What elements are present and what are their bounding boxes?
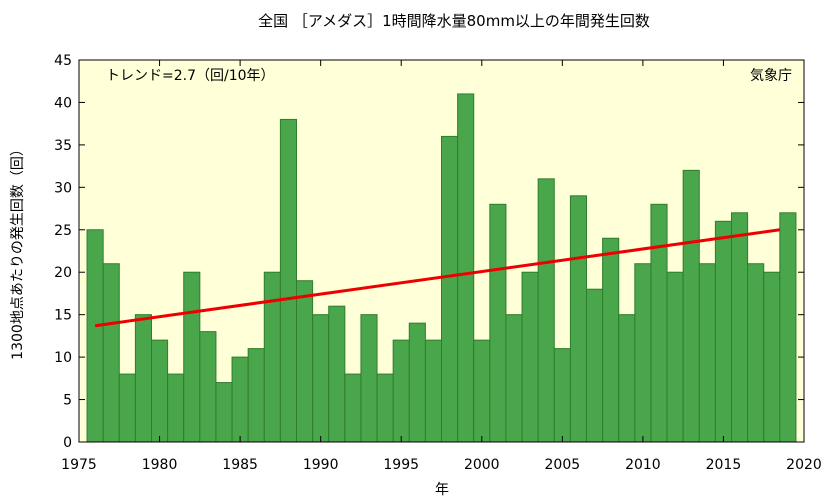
- y-tick-label: 15: [54, 308, 72, 324]
- y-tick-label: 40: [54, 95, 72, 111]
- bar-2004: [537, 178, 555, 443]
- x-tick-label: 1975: [61, 457, 97, 473]
- x-tick-label: 1990: [303, 457, 339, 473]
- bar-1990: [312, 314, 330, 443]
- bar-2012: [666, 271, 684, 443]
- bar-1981: [167, 373, 185, 443]
- bar-1977: [102, 263, 120, 443]
- bar-1983: [199, 331, 217, 443]
- y-axis: 0 5 10 15 20 25 30 35 40 45: [54, 53, 804, 451]
- chart-title: 全国 ［アメダス］1時間降水量80mm以上の年間発生回数: [258, 12, 650, 30]
- x-tick-label: 2015: [706, 457, 742, 473]
- bar-1992: [344, 373, 362, 443]
- bar-2003: [521, 271, 539, 443]
- x-tick-label: 2010: [625, 457, 661, 473]
- bar-2019: [779, 212, 797, 443]
- bar-1978: [118, 373, 136, 443]
- bar-1994: [376, 373, 394, 443]
- y-tick-label: 45: [54, 53, 72, 69]
- y-tick-label: 5: [63, 393, 72, 409]
- x-tick-label: 2020: [786, 457, 822, 473]
- x-axis-title: 年: [435, 482, 449, 498]
- y-tick-label: 25: [54, 223, 72, 239]
- bars: [86, 93, 797, 443]
- bar-2005: [553, 348, 571, 443]
- bar-2000: [473, 339, 491, 443]
- x-tick-label: 2000: [464, 457, 500, 473]
- bar-2006: [569, 195, 588, 443]
- bar-1984: [215, 382, 233, 443]
- bar-1976: [86, 229, 104, 443]
- bar-1995: [392, 339, 410, 443]
- bar-1985: [231, 356, 249, 443]
- bar-2008: [602, 237, 620, 443]
- bar-1997: [424, 339, 442, 443]
- y-axis-title: 1300地点あたりの発生回数（回）: [10, 142, 26, 360]
- bar-2015: [714, 220, 733, 443]
- bar-2002: [505, 314, 523, 443]
- bar-2016: [731, 212, 749, 443]
- y-tick-label: 10: [54, 350, 72, 366]
- bar-2013: [682, 169, 700, 443]
- bar-1998: [441, 135, 459, 443]
- bar-2018: [763, 271, 781, 443]
- bar-1988: [279, 118, 297, 443]
- bar-1987: [263, 271, 281, 443]
- y-tick-label: 0: [63, 435, 72, 451]
- bar-2011: [650, 203, 668, 443]
- bar-2010: [634, 263, 652, 443]
- x-tick-label: 1985: [222, 457, 258, 473]
- source-annotation: 気象庁: [750, 68, 792, 84]
- trend-line: [94, 228, 781, 328]
- bar-1996: [408, 322, 426, 443]
- bar-1982: [183, 271, 201, 443]
- bar-2001: [489, 203, 507, 443]
- bar-1979: [134, 314, 152, 443]
- x-tick-label: 1980: [142, 457, 178, 473]
- y-tick-label: 30: [54, 180, 72, 196]
- bar-1993: [360, 314, 378, 443]
- trend-layer: [94, 228, 781, 328]
- bar-1991: [328, 305, 346, 443]
- bar-1980: [151, 339, 169, 443]
- x-tick-label: 1995: [383, 457, 419, 473]
- x-tick-label: 2005: [545, 457, 581, 473]
- x-axis: 1975 1980 1985 1990 1995 2000 2005 2010 2015 2020: [61, 60, 822, 473]
- trend-annotation: トレンド=2.7（回/10年）: [106, 68, 275, 84]
- bar-2009: [618, 314, 636, 443]
- y-tick-label: 35: [54, 138, 72, 154]
- bar-2007: [586, 288, 604, 443]
- bar-2014: [698, 263, 716, 443]
- plot-frame: [78, 59, 805, 443]
- bar-1986: [247, 348, 265, 443]
- bar-2017: [747, 263, 765, 443]
- bar-1999: [457, 93, 475, 443]
- bar-1989: [296, 280, 314, 443]
- y-tick-label: 20: [54, 265, 72, 281]
